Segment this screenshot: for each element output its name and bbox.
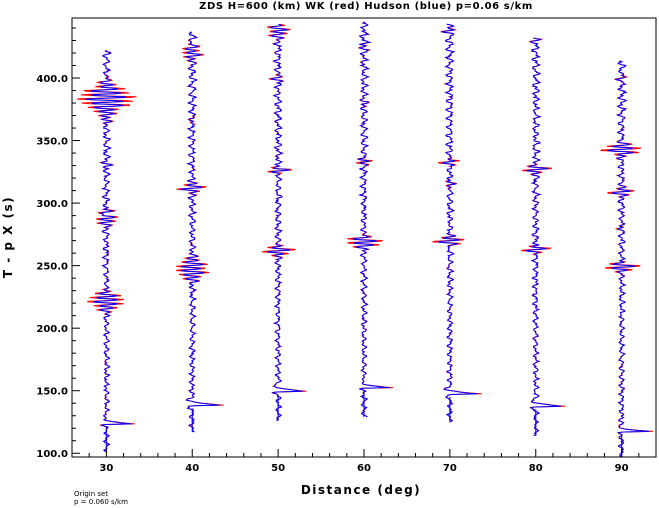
y-tick-label: 400.0 bbox=[36, 74, 68, 85]
y-tick-label: 300.0 bbox=[36, 199, 68, 210]
trace-40-wk-red bbox=[175, 31, 224, 433]
x-tick-label: 40 bbox=[185, 463, 199, 474]
trace-70-wk-red bbox=[431, 23, 482, 423]
trace-60-wk-red bbox=[346, 21, 394, 418]
trace-50-hudson-blue bbox=[266, 23, 303, 421]
trace-40-hudson-blue bbox=[180, 31, 220, 433]
trace-50-wk-red bbox=[261, 23, 307, 421]
y-tick-label: 150.0 bbox=[36, 387, 68, 398]
y-tick-label: 250.0 bbox=[36, 262, 68, 273]
x-axis: 30 40 50 60 70 80 90 bbox=[88, 449, 640, 474]
y-axis: 100.0 150.0 200.0 250.0 300.0 350.0 400.0 bbox=[36, 27, 80, 460]
trace-80-hudson-blue bbox=[525, 37, 562, 437]
y-tick-label: 200.0 bbox=[36, 324, 68, 335]
x-tick-label: 90 bbox=[615, 463, 629, 474]
x-axis-label: Distance (deg) bbox=[301, 483, 421, 497]
x-tick-label: 30 bbox=[99, 463, 113, 474]
x-tick-label: 50 bbox=[271, 463, 285, 474]
origin-note: Origin set bbox=[74, 490, 109, 498]
x-tick-label: 80 bbox=[529, 463, 543, 474]
x-tick-label: 60 bbox=[357, 463, 371, 474]
trace-60-hudson-blue bbox=[352, 21, 390, 418]
trace-90-hudson-blue bbox=[607, 60, 650, 458]
y-tick-label: 100.0 bbox=[36, 449, 68, 460]
trace-group bbox=[77, 21, 653, 458]
trace-70-hudson-blue bbox=[438, 23, 478, 423]
trace-30-hudson-blue bbox=[85, 50, 132, 453]
trace-80-wk-red bbox=[521, 37, 566, 437]
slowness-note: p = 0.060 s/km bbox=[74, 498, 128, 506]
y-tick-label: 350.0 bbox=[36, 137, 68, 148]
y-axis-label: T - p X (s) bbox=[1, 196, 15, 278]
chart-title: ZDS H=600 (km) WK (red) Hudson (blue) p=… bbox=[199, 1, 533, 12]
x-tick-label: 70 bbox=[443, 463, 457, 474]
trace-90-wk-red bbox=[599, 60, 653, 458]
